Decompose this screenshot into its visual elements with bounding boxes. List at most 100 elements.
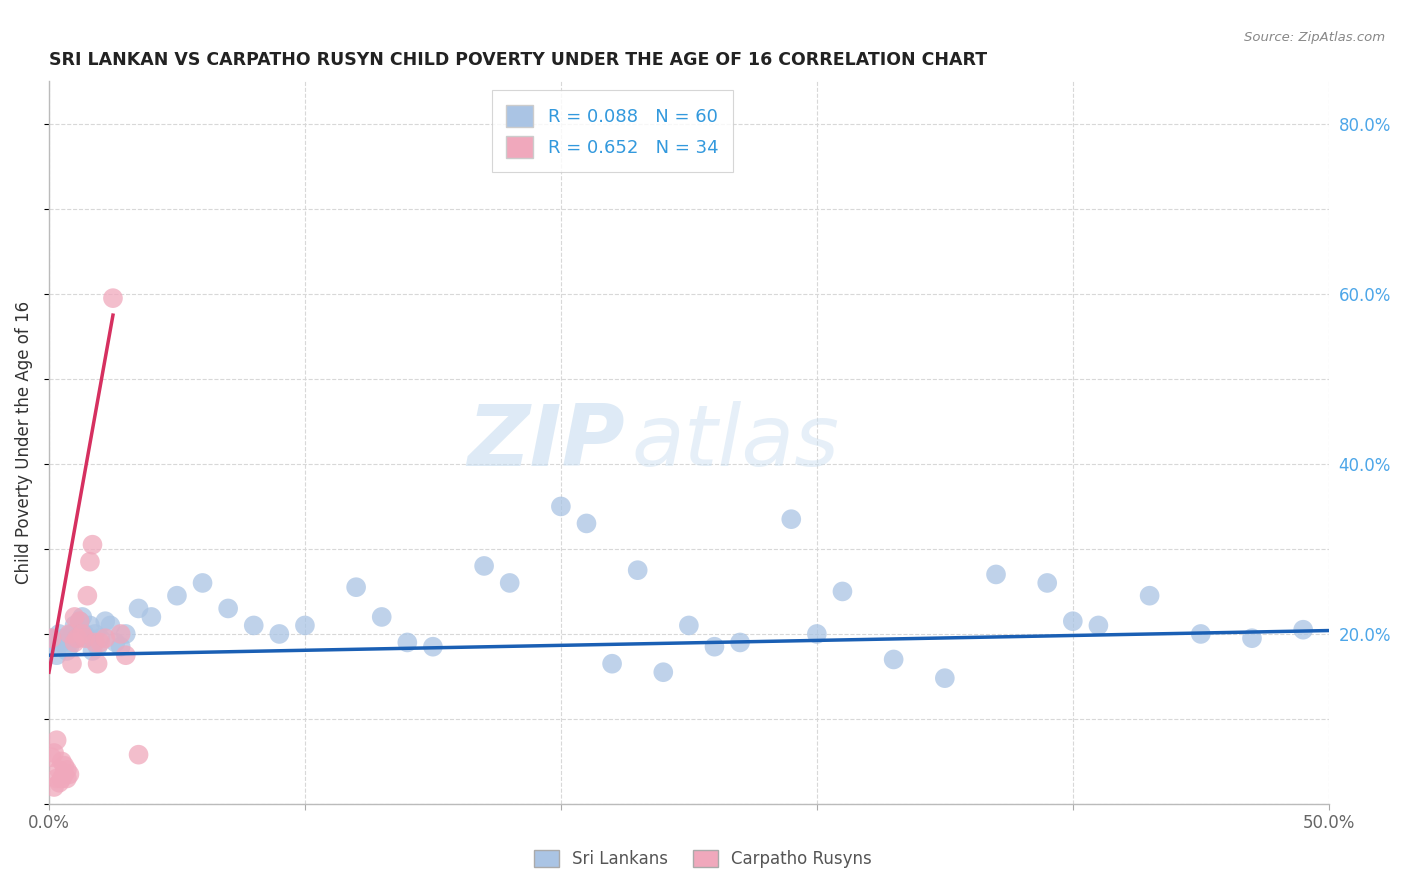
- Point: [53, 758, 76, 772]
- Point: [45, 733, 67, 747]
- Point: [70, 610, 93, 624]
- Point: [883, 652, 905, 666]
- Point: [141, 610, 163, 624]
- Point: [45, 772, 67, 786]
- Text: atlas: atlas: [631, 401, 839, 484]
- Point: [780, 512, 803, 526]
- Point: [422, 640, 444, 654]
- Point: [600, 657, 623, 671]
- Point: [806, 627, 828, 641]
- Text: Source: ZipAtlas.com: Source: ZipAtlas.com: [1244, 31, 1385, 45]
- Point: [1139, 589, 1161, 603]
- Point: [269, 627, 291, 641]
- Point: [294, 618, 316, 632]
- Point: [66, 631, 89, 645]
- Point: [45, 648, 67, 663]
- Point: [86, 640, 108, 654]
- Point: [984, 567, 1007, 582]
- Point: [370, 610, 392, 624]
- Point: [703, 640, 725, 654]
- Point: [76, 631, 98, 645]
- Point: [575, 516, 598, 531]
- Point: [84, 627, 107, 641]
- Point: [104, 635, 127, 649]
- Point: [79, 618, 101, 632]
- Point: [110, 640, 132, 654]
- Point: [128, 601, 150, 615]
- Legend: R = 0.088   N = 60, R = 0.652   N = 34: R = 0.088 N = 60, R = 0.652 N = 34: [492, 90, 733, 172]
- Point: [79, 555, 101, 569]
- Point: [678, 618, 700, 632]
- Point: [934, 671, 956, 685]
- Point: [58, 767, 80, 781]
- Point: [60, 657, 83, 671]
- Point: [89, 635, 111, 649]
- Point: [242, 618, 264, 632]
- Point: [70, 627, 93, 641]
- Point: [82, 538, 104, 552]
- Point: [1189, 627, 1212, 641]
- Point: [499, 576, 522, 591]
- Point: [42, 640, 65, 654]
- Point: [191, 576, 214, 591]
- Point: [82, 644, 104, 658]
- Point: [53, 767, 76, 781]
- Point: [51, 772, 73, 786]
- Point: [76, 589, 98, 603]
- Point: [94, 614, 117, 628]
- Point: [396, 635, 419, 649]
- Point: [166, 589, 188, 603]
- Point: [41, 750, 63, 764]
- Point: [69, 614, 91, 628]
- Point: [89, 631, 111, 645]
- Point: [41, 631, 63, 645]
- Point: [58, 640, 80, 654]
- Point: [110, 627, 132, 641]
- Point: [1292, 623, 1315, 637]
- Point: [60, 627, 83, 641]
- Point: [56, 772, 79, 786]
- Point: [63, 610, 86, 624]
- Point: [652, 665, 675, 680]
- Point: [100, 618, 122, 632]
- Point: [86, 657, 108, 671]
- Point: [1240, 631, 1263, 645]
- Point: [56, 763, 79, 777]
- Point: [1062, 614, 1084, 628]
- Point: [73, 631, 96, 645]
- Point: [48, 763, 70, 777]
- Point: [42, 746, 65, 760]
- Point: [1036, 576, 1059, 591]
- Point: [550, 500, 572, 514]
- Point: [114, 648, 136, 663]
- Point: [63, 618, 86, 632]
- Point: [48, 627, 70, 641]
- Point: [53, 631, 76, 645]
- Point: [101, 291, 124, 305]
- Point: [94, 631, 117, 645]
- Point: [627, 563, 650, 577]
- Point: [728, 635, 751, 649]
- Point: [41, 631, 63, 645]
- Point: [128, 747, 150, 762]
- Point: [831, 584, 853, 599]
- Point: [217, 601, 239, 615]
- Point: [344, 580, 367, 594]
- Point: [472, 558, 495, 573]
- Point: [1087, 618, 1109, 632]
- Text: ZIP: ZIP: [467, 401, 624, 484]
- Point: [56, 644, 79, 658]
- Point: [63, 635, 86, 649]
- Point: [51, 635, 73, 649]
- Point: [66, 631, 89, 645]
- Y-axis label: Child Poverty Under the Age of 16: Child Poverty Under the Age of 16: [15, 301, 32, 584]
- Point: [51, 755, 73, 769]
- Point: [114, 627, 136, 641]
- Point: [73, 627, 96, 641]
- Point: [69, 614, 91, 628]
- Point: [84, 635, 107, 649]
- Point: [48, 775, 70, 789]
- Text: SRI LANKAN VS CARPATHO RUSYN CHILD POVERTY UNDER THE AGE OF 16 CORRELATION CHART: SRI LANKAN VS CARPATHO RUSYN CHILD POVER…: [49, 51, 987, 69]
- Legend: Sri Lankans, Carpatho Rusyns: Sri Lankans, Carpatho Rusyns: [527, 843, 879, 875]
- Point: [42, 780, 65, 794]
